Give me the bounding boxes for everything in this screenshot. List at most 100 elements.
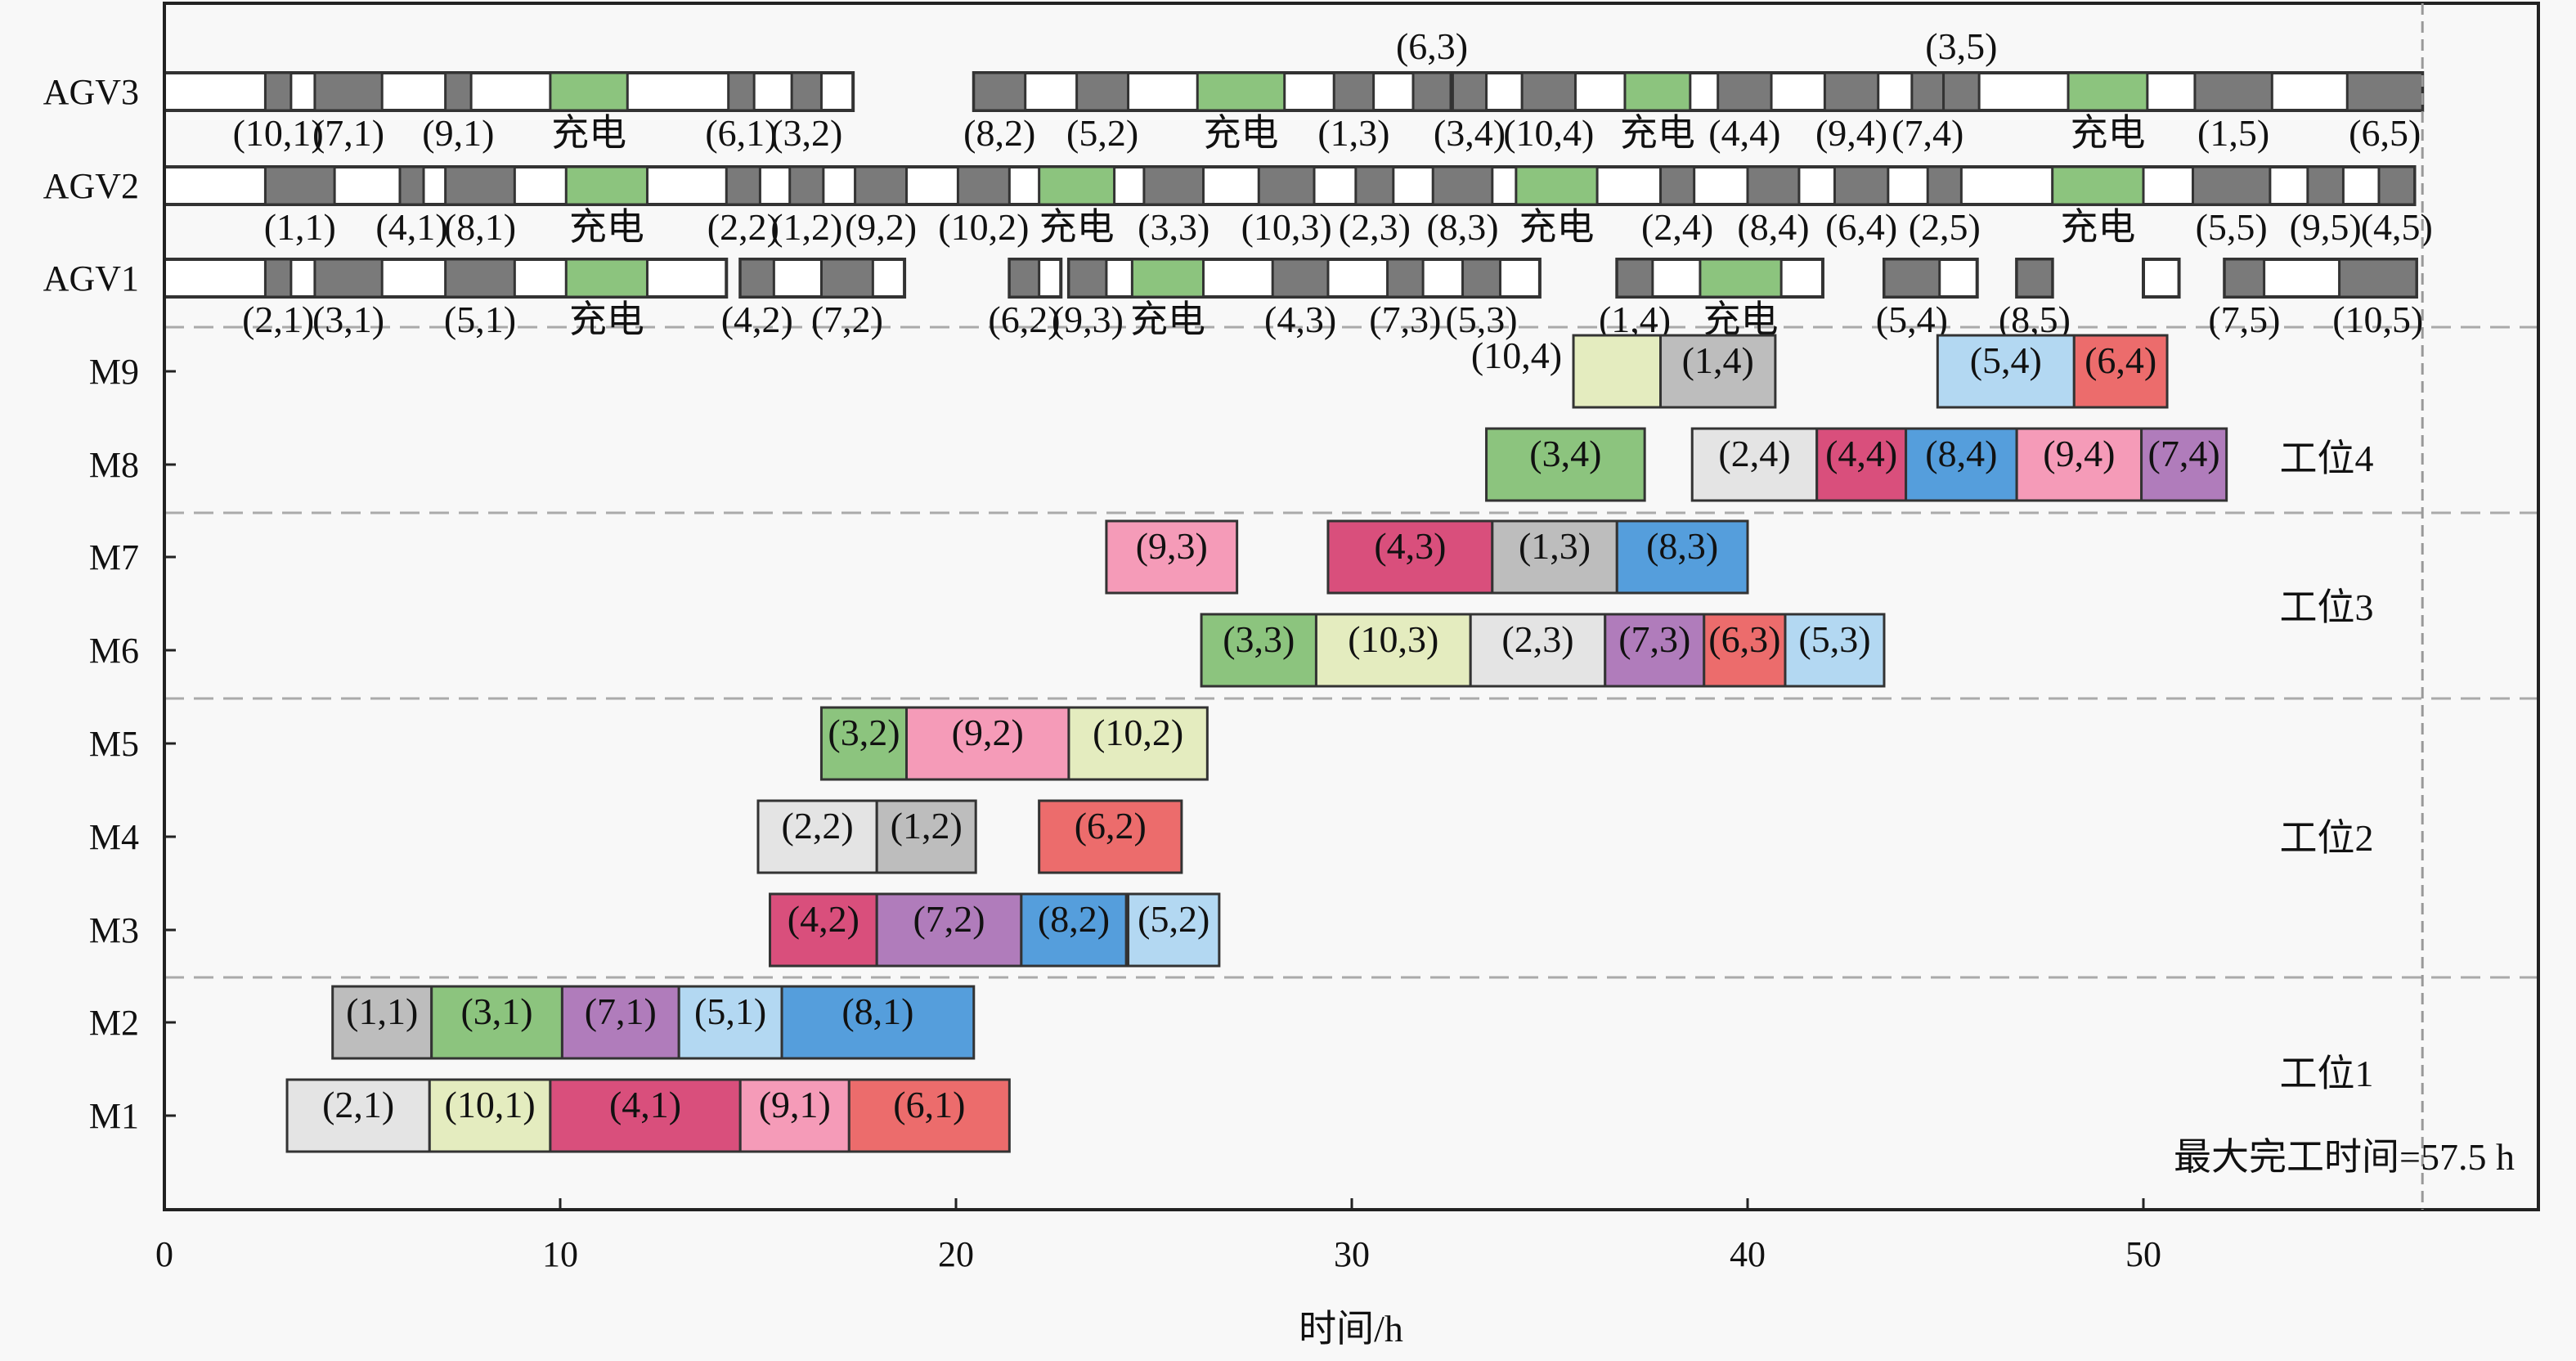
x-tick-label: 0 bbox=[155, 1234, 173, 1274]
agv-segment-label: 充电 bbox=[1620, 112, 1695, 154]
machine-task-bar bbox=[1615, 519, 1749, 595]
agv-transport-segment bbox=[1615, 258, 1654, 299]
agv-transport-segment bbox=[1910, 71, 1945, 112]
machine-rows: (2,1) (10,1) (4,1) (9,1) (6,1) (1,1) (3,1) (7,1… bbox=[285, 334, 2228, 1153]
machine-task-bar bbox=[1020, 892, 1128, 968]
agv-segment-label: (4,3) bbox=[1264, 299, 1336, 340]
agv-segment-label: 充电 bbox=[2070, 112, 2145, 154]
agv-segment-label: (5,1) bbox=[444, 299, 516, 340]
agv-segment-label: (10,4) bbox=[1503, 112, 1594, 154]
agv-transport-segment bbox=[1354, 165, 1395, 206]
machine-task-bar bbox=[780, 985, 976, 1060]
machine-task-bar bbox=[1784, 613, 1886, 688]
machine-task-label: (6,1) bbox=[893, 1084, 965, 1125]
agv-segment-label: (1,3) bbox=[1317, 112, 1389, 154]
agv-transport-segment bbox=[2345, 71, 2424, 112]
y-tick-label: M9 bbox=[89, 352, 139, 392]
machine-task-label: (5,1) bbox=[694, 990, 766, 1032]
machine-task-label: (9,1) bbox=[759, 1084, 831, 1125]
machine-task-bar bbox=[847, 1078, 1011, 1153]
agv-transport-segment bbox=[727, 71, 756, 112]
agv-segment-label: (8,1) bbox=[444, 206, 516, 248]
machine-task-bar bbox=[1905, 427, 2018, 502]
agv-segment-label: (1,4) bbox=[1599, 299, 1671, 340]
agv-segment-label: (10,5) bbox=[2332, 299, 2423, 340]
machine-task-label: (6,4) bbox=[2085, 339, 2156, 381]
agv-segment-label: (5,5) bbox=[2196, 206, 2268, 248]
machine-task-bar bbox=[1572, 334, 1663, 409]
makespan-annotation: 最大完工时间=57.5 h bbox=[2174, 1136, 2515, 1178]
agv-segment-label: (3,3) bbox=[1138, 206, 1209, 248]
agv-segment-label: (8,5) bbox=[1999, 299, 2071, 340]
agv-segment-label: (8,2) bbox=[963, 112, 1035, 154]
agv-transport-segment bbox=[444, 165, 516, 206]
agv-transport-segment bbox=[1431, 165, 1494, 206]
station-label: 工位1 bbox=[2280, 1053, 2374, 1094]
y-tick-label: M4 bbox=[89, 817, 139, 857]
agv-charge-segment bbox=[1038, 165, 1116, 206]
agv-segment-label: (5,4) bbox=[1876, 299, 1948, 340]
agv-segment-label: 充电 bbox=[569, 206, 644, 248]
agv-segment-label: (6,5) bbox=[2349, 112, 2421, 154]
machine-task-bar bbox=[2015, 427, 2143, 502]
agv-row-label: AGV1 bbox=[43, 258, 139, 299]
machine-task-label: (8,2) bbox=[1038, 898, 1110, 940]
agv-row-label: AGV3 bbox=[43, 72, 139, 112]
agv-transport-segment bbox=[263, 258, 293, 299]
machine-task-label: (3,2) bbox=[828, 712, 900, 753]
agv-transport-segment bbox=[972, 71, 1027, 112]
agv-transport-segment bbox=[1823, 71, 1880, 112]
machine-task-bar bbox=[1314, 613, 1472, 688]
machine-task-bar bbox=[1815, 427, 1908, 502]
machine-task-label: (8,1) bbox=[841, 990, 913, 1032]
agv-charge-segment bbox=[2051, 165, 2145, 206]
agv-transport-segment bbox=[1075, 71, 1130, 112]
station-label: 工位2 bbox=[2280, 817, 2374, 859]
machine-task-bar bbox=[677, 985, 783, 1060]
agv-transport-segment bbox=[1451, 71, 1488, 112]
agv-segment-label: (7,5) bbox=[2208, 299, 2280, 340]
y-tick-label: M2 bbox=[89, 1003, 139, 1043]
agv-transport-segment bbox=[1833, 165, 1890, 206]
axes: 0 10 20 30 40 50 M1 M2 M3 M4 M5 M6 M7 M8 M9 AGV3 AGV2 AGV… bbox=[43, 2, 2540, 1274]
agv-segment-label: (9,3) bbox=[1052, 299, 1124, 340]
machine-task-label: (4,1) bbox=[609, 1084, 681, 1125]
agv-segment-label: (2,3) bbox=[1339, 206, 1411, 248]
agv-rows: (10,1)(7,1) (9,1) 充电 (6,1)(3,2) (8,2) (5,2) 充电… bbox=[163, 25, 2433, 340]
agv-transport-segment bbox=[444, 71, 473, 112]
agv-segment-label: (2,4) bbox=[1641, 206, 1713, 248]
agv-segment-label: (7,2) bbox=[811, 299, 883, 340]
y-tick-label: M3 bbox=[89, 910, 139, 950]
agv-charge-segment bbox=[1196, 71, 1286, 112]
agv-segment-label: 充电 bbox=[569, 299, 644, 340]
station-label: 工位4 bbox=[2280, 438, 2374, 479]
machine-task-label: (4,4) bbox=[1825, 433, 1897, 474]
machine-task-label: (8,4) bbox=[1925, 433, 1997, 474]
agv-transport-segment bbox=[1883, 258, 1941, 299]
machine-task-label: (9,2) bbox=[952, 712, 1024, 753]
agv-segment-label: 充电 bbox=[1703, 299, 1779, 340]
machine-task-bar bbox=[1469, 613, 1607, 688]
agv-transport-segment bbox=[1332, 71, 1376, 112]
agv-segment-label: (10,2) bbox=[938, 206, 1029, 248]
agv-charge-segment bbox=[564, 258, 648, 299]
y-tick-label: M1 bbox=[89, 1096, 139, 1136]
agv-transport-segment bbox=[2338, 258, 2418, 299]
machine-task-label: (7,1) bbox=[585, 990, 657, 1032]
machine-task-label: (7,2) bbox=[913, 898, 985, 940]
agv-segment-label: (6,4) bbox=[1825, 206, 1897, 248]
agv-segment-label: (3,4) bbox=[1434, 112, 1506, 154]
agv-segment-label: 充电 bbox=[1039, 206, 1115, 248]
machine-task-label: (7,3) bbox=[1618, 618, 1690, 660]
machine-task-label: (5,2) bbox=[1138, 898, 1209, 940]
y-tick-label: M8 bbox=[89, 445, 139, 485]
agv-transport-segment bbox=[1257, 165, 1316, 206]
machine-task-bar bbox=[1067, 706, 1209, 781]
machine-task-bar bbox=[1659, 334, 1777, 409]
machine-task-bar bbox=[1485, 427, 1646, 502]
x-axis-label: 时间/h bbox=[1299, 1308, 1403, 1350]
agv-transport-segment bbox=[1717, 71, 1773, 112]
machine-task-label: (3,3) bbox=[1223, 618, 1295, 660]
machine-task-label: (1,2) bbox=[891, 805, 963, 847]
agv-segment-label: (2,1) bbox=[242, 299, 314, 340]
